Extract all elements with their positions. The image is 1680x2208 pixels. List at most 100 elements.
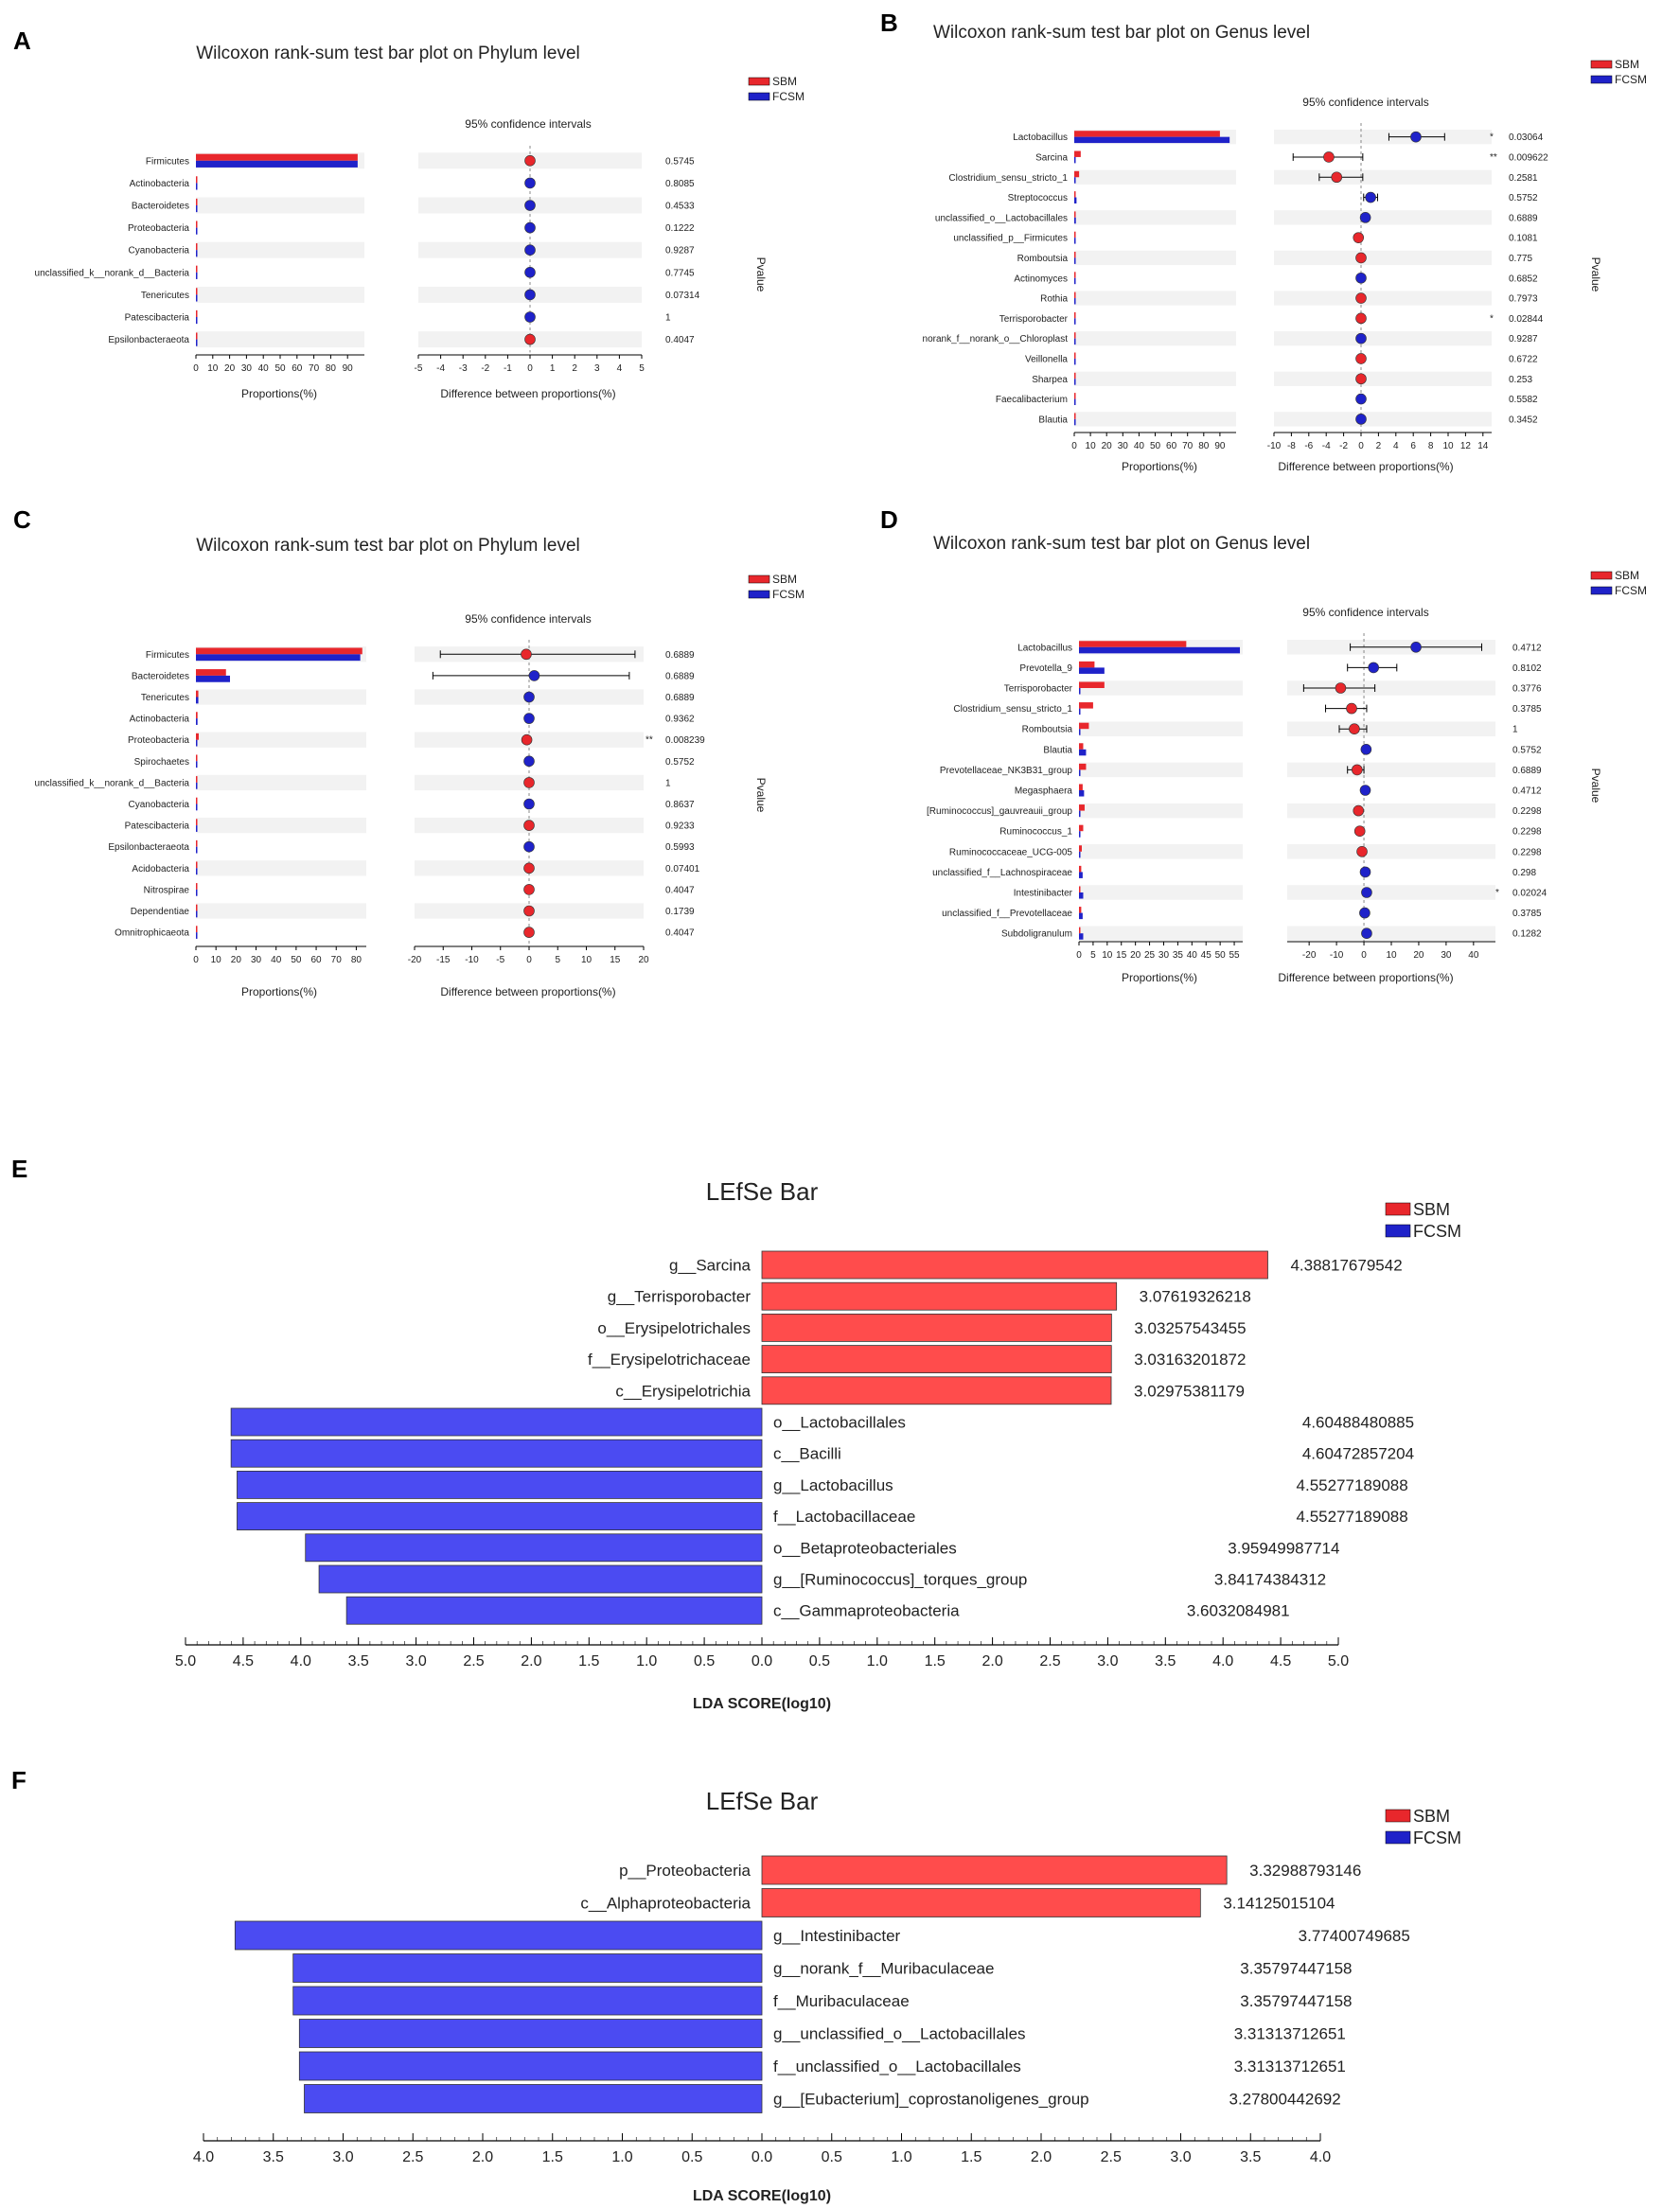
bar-fcsm: [1074, 338, 1076, 345]
diff-tick-label: 3: [594, 363, 600, 374]
lda-bar-fcsm: [230, 1407, 763, 1437]
lda-tick-label: 3.0: [1097, 1653, 1118, 1669]
lda-bar-sbm: [761, 1314, 1112, 1342]
taxon-label: g__Intestinibacter: [773, 1927, 901, 1945]
category-label: Cyanobacteria: [129, 800, 190, 810]
diff-tick-label: 12: [1460, 441, 1472, 451]
bar-fcsm: [196, 227, 198, 235]
diff-point: [523, 777, 535, 788]
row-band: [1074, 291, 1236, 306]
lda-tick-label: 3.5: [1155, 1653, 1176, 1669]
bar-fcsm: [196, 932, 198, 939]
category-label: Omnitrophicaeota: [115, 928, 189, 939]
bar-fcsm: [196, 868, 198, 875]
prop-tick-label: 50: [274, 363, 286, 374]
bar-sbm: [196, 904, 198, 911]
lda-tick-label: 1.5: [578, 1653, 599, 1669]
pvalue-label: 0.8637: [665, 800, 695, 810]
category-label: Epsilonbacteraeota: [108, 335, 189, 345]
pvalue-label: 0.4712: [1512, 786, 1542, 797]
diff-tick-label: 4: [617, 363, 623, 374]
row-band: [196, 241, 364, 258]
prop-tick-label: 80: [351, 955, 363, 965]
diff-point: [523, 862, 535, 874]
diff-point: [523, 927, 535, 938]
panel-e: E LEfSe Bar SBM FCSM g__Sarcina 4.38817679542…: [11, 1155, 1461, 1712]
legend-swatch-fcsm: [1385, 1224, 1411, 1238]
diff-point: [1359, 907, 1371, 919]
pvalue-label: 0.4047: [665, 928, 695, 939]
row-band: [1287, 803, 1495, 819]
lda-bar-sbm: [761, 1281, 1118, 1311]
diff-tick-label: 0: [1361, 950, 1367, 961]
lda-tick-label: 3.5: [1240, 2149, 1261, 2165]
pvalue-label: 0.6889: [1512, 766, 1542, 776]
bar-fcsm: [1079, 892, 1084, 899]
taxon-label: p__Proteobacteria: [619, 1862, 751, 1880]
lda-tick-label: 5.0: [175, 1653, 196, 1669]
category-label: Romboutsia: [1022, 725, 1073, 735]
row-band: [1287, 844, 1495, 859]
bar-fcsm: [1079, 831, 1081, 838]
lda-tick-label: 2.5: [402, 2149, 423, 2165]
legend-swatch-sbm: [748, 77, 770, 86]
lda-bar-fcsm: [234, 1920, 763, 1951]
lda-tick-label: 2.5: [463, 1653, 484, 1669]
bar-sbm: [196, 265, 198, 273]
lda-axis-label: LDA SCORE(log10): [693, 1696, 831, 1712]
bar-fcsm: [196, 317, 198, 325]
lda-tick-label: 4.0: [291, 1653, 311, 1669]
row-band: [1287, 721, 1495, 736]
bar-sbm: [1074, 231, 1076, 238]
pvalue-label: 0.1739: [665, 907, 695, 917]
category-label: Bacteroidetes: [132, 202, 189, 212]
lda-tick-label: 4.0: [193, 2149, 214, 2165]
category-label: Epsilonbacteraeota: [108, 842, 189, 853]
diff-tick-label: 0: [527, 363, 533, 374]
lda-tick-label: 1.0: [636, 1653, 657, 1669]
bar-fcsm: [196, 889, 198, 896]
sig-label: *: [1495, 888, 1499, 898]
diff-point: [523, 713, 535, 724]
legend-label-sbm: SBM: [772, 573, 797, 586]
bar-sbm: [196, 861, 198, 869]
diff-tick-label: 0: [1358, 441, 1364, 451]
taxon-label: g__Lactobacillus: [773, 1476, 893, 1494]
lda-tick-label: 3.0: [405, 1653, 426, 1669]
chart-title: LEfSe Bar: [706, 1177, 819, 1206]
bar-fcsm: [1079, 769, 1081, 776]
bar-fcsm: [1074, 298, 1076, 305]
diff-point: [1355, 312, 1367, 325]
lda-tick-label: 1.0: [611, 2149, 632, 2165]
diff-tick-label: 8: [1428, 441, 1434, 451]
prop-tick-label: 50: [1150, 441, 1161, 451]
bar-sbm: [196, 754, 198, 762]
lda-tick-label: 0.5: [822, 2149, 842, 2165]
pvalue-label: 0.5745: [665, 156, 695, 167]
lda-value-label: 4.55277189088: [1297, 1476, 1408, 1494]
diff-tick-label: -8: [1287, 441, 1296, 451]
lda-tick-label: 2.0: [1031, 2149, 1052, 2165]
lda-value-label: 3.02975381179: [1134, 1382, 1245, 1400]
category-label: Acidobacteria: [132, 864, 189, 874]
panel-b: B Wilcoxon rank-sum test bar plot on Genu…: [880, 9, 1647, 473]
panel-a: A Wilcoxon rank-sum test bar plot on Phyl…: [13, 26, 805, 400]
lda-bar-fcsm: [237, 1502, 763, 1530]
lda-bar-fcsm: [298, 2051, 763, 2081]
bar-fcsm: [196, 782, 198, 789]
diff-point: [1355, 373, 1367, 385]
legend-label-fcsm: FCSM: [1615, 73, 1647, 86]
row-band: [1074, 210, 1236, 225]
bar-fcsm: [196, 739, 198, 747]
row-band: [1287, 762, 1495, 778]
y-axis-label: Pvalue: [754, 257, 768, 292]
lda-axis-label: LDA SCORE(log10): [693, 2188, 831, 2204]
prop-tick-label: 0: [1076, 950, 1082, 961]
diff-tick-label: 10: [581, 955, 592, 965]
category-label: Ruminococcaceae_UCG-005: [949, 847, 1073, 857]
bar-sbm: [1079, 927, 1081, 934]
x-axis-label: Proportions(%): [241, 387, 317, 400]
taxon-label: c__Erysipelotrichia: [615, 1382, 751, 1400]
bar-sbm: [196, 690, 199, 698]
diff-tick-label: -20: [1302, 950, 1317, 961]
